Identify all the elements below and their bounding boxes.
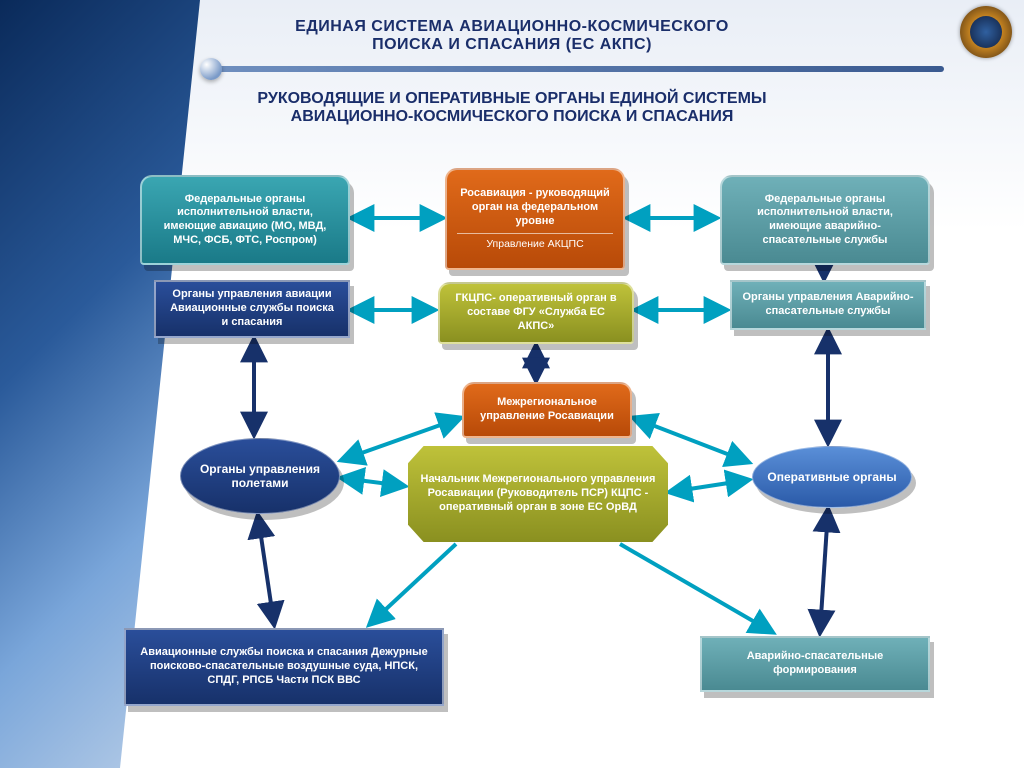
node-sublabel: Управление АКЦПС xyxy=(457,233,613,251)
node-interregional: Межрегиональное управление Росавиации xyxy=(462,382,632,438)
node-label: Оперативные органы xyxy=(767,470,896,484)
node-label: Федеральные органы исполнительной власти… xyxy=(152,193,338,248)
main-title-line1: ЕДИНАЯ СИСТЕМА АВИАЦИОННО-КОСМИЧЕСКОГО xyxy=(295,18,729,35)
node-label: Росавиация - руководящий орган на федера… xyxy=(457,187,613,228)
node-org-aviation: Органы управления авиации Авиационные сл… xyxy=(154,280,350,338)
main-title: ЕДИНАЯ СИСТЕМА АВИАЦИОННО-КОСМИЧЕСКОГО П… xyxy=(0,18,1024,54)
node-label: Межрегиональное управление Росавиации xyxy=(474,396,620,424)
node-org-rescue: Органы управления Аварийно-спасательные … xyxy=(730,280,926,330)
node-bottom-right: Аварийно-спасательные формирования xyxy=(700,636,930,692)
node-label: Начальник Межрегионального управления Ро… xyxy=(418,473,658,514)
node-label: Органы управления полетами xyxy=(189,462,331,491)
node-label: Органы управления авиации Авиационные сл… xyxy=(166,288,338,329)
node-bottom-left: Авиационные службы поиска и спасания Деж… xyxy=(124,628,444,706)
node-chief: Начальник Межрегионального управления Ро… xyxy=(408,446,668,542)
subtitle: РУКОВОДЯЩИЕ И ОПЕРАТИВНЫЕ ОРГАНЫ ЕДИНОЙ … xyxy=(0,90,1024,126)
node-label: Федеральные органы исполнительной власти… xyxy=(732,193,918,248)
title-divider xyxy=(210,66,944,72)
node-label: Органы управления Аварийно-спасательные … xyxy=(742,291,914,319)
node-operative: Оперативные органы xyxy=(752,446,912,508)
node-gkcps: ГКЦПС- оперативный орган в составе ФГУ «… xyxy=(438,282,634,344)
node-label: Авиационные службы поиска и спасания Деж… xyxy=(136,646,432,687)
node-flight-control: Органы управления полетами xyxy=(180,438,340,514)
node-rosaviatsiya: Росавиация - руководящий орган на федера… xyxy=(445,168,625,270)
subtitle-line2: АВИАЦИОННО-КОСМИЧЕСКОГО ПОИСКА И СПАСАНИ… xyxy=(291,108,734,125)
node-federal-right: Федеральные органы исполнительной власти… xyxy=(720,175,930,265)
subtitle-line1: РУКОВОДЯЩИЕ И ОПЕРАТИВНЫЕ ОРГАНЫ ЕДИНОЙ … xyxy=(257,90,766,107)
main-title-line2: ПОИСКА И СПАСАНИЯ (ЕС АКПС) xyxy=(372,36,652,53)
divider-knob-icon xyxy=(200,58,222,80)
node-federal-left: Федеральные органы исполнительной власти… xyxy=(140,175,350,265)
node-label: ГКЦПС- оперативный орган в составе ФГУ «… xyxy=(450,292,622,333)
node-label: Аварийно-спасательные формирования xyxy=(712,650,918,678)
